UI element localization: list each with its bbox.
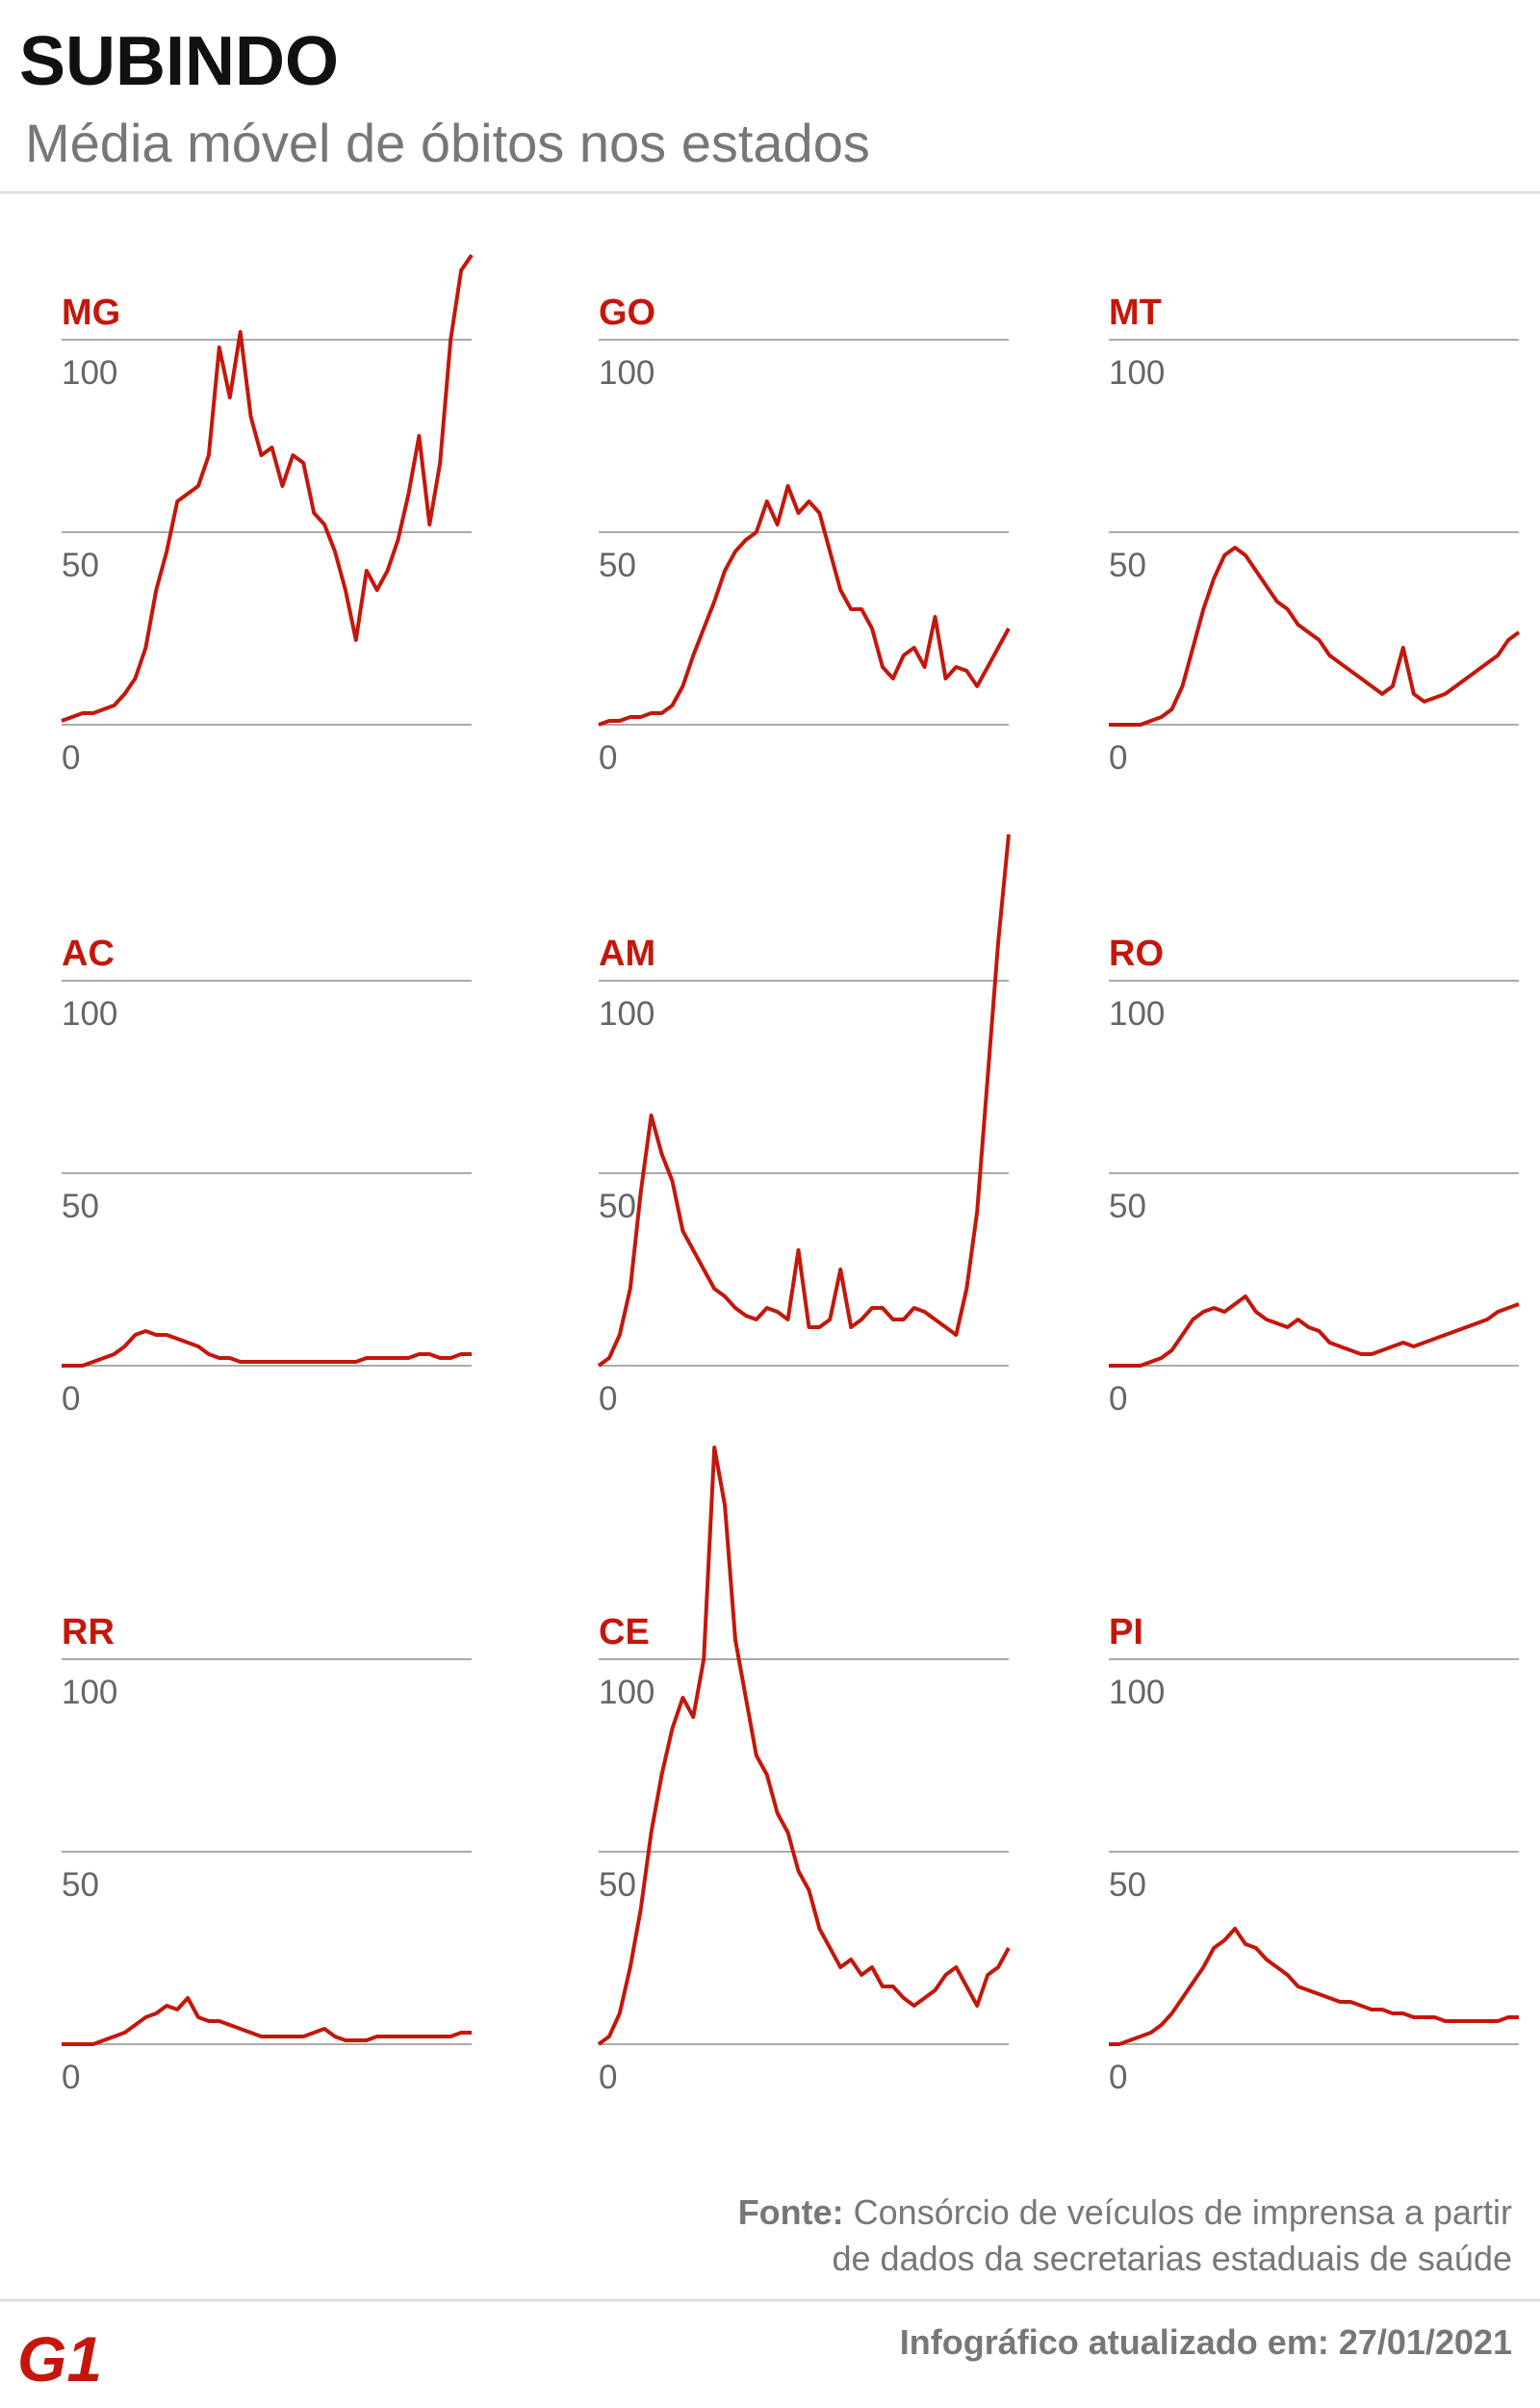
y-tick-label: 50 (62, 1866, 99, 1904)
y-tick-label: 50 (1109, 1188, 1146, 1225)
panel-title: GO (599, 293, 655, 333)
line (597, 1446, 1011, 2046)
y-tick-label: 100 (62, 995, 117, 1033)
line (1109, 1294, 1520, 1368)
line (1109, 1927, 1519, 2046)
source-label: Fonte: (738, 2192, 844, 2232)
line (598, 484, 1011, 727)
y-tick-label: 0 (62, 2059, 80, 2096)
y-tick-label: 100 (62, 1674, 117, 1711)
line (1109, 546, 1521, 727)
panel-title: MT (1109, 293, 1162, 333)
line (61, 253, 474, 723)
y-tick-label: 0 (599, 739, 617, 777)
y-tick-label: 50 (62, 547, 99, 584)
panel-title: CE (599, 1612, 650, 1652)
panel-title: MG (62, 293, 120, 333)
y-tick-label: 50 (599, 1188, 636, 1225)
panel-title: AM (599, 934, 655, 974)
y-tick-label: 100 (599, 354, 654, 392)
y-tick-label: 0 (62, 1380, 80, 1418)
panel-title: AC (62, 934, 115, 974)
y-tick-label: 0 (1109, 739, 1127, 777)
y-tick-label: 50 (1109, 547, 1146, 584)
line (597, 833, 1011, 1368)
y-tick-label: 0 (599, 1380, 617, 1418)
y-tick-label: 100 (599, 1674, 654, 1711)
y-tick-label: 100 (62, 354, 117, 392)
panel-title: RO (1109, 934, 1164, 974)
y-tick-label: 50 (599, 1866, 636, 1904)
y-tick-label: 50 (62, 1188, 99, 1225)
y-tick-label: 50 (1109, 1866, 1146, 1904)
y-tick-label: 100 (1109, 1674, 1165, 1711)
y-tick-label: 50 (599, 547, 636, 584)
y-tick-label: 100 (599, 995, 654, 1033)
subtitle: Média móvel de óbitos nos estados (25, 113, 870, 173)
charts: 0 50 100 MG 0 50 100 GO 0 50 100 MT 0 50 100 AC 0 50 100 AM… (61, 253, 1521, 2096)
line (62, 1329, 472, 1368)
logo: G1 (17, 2323, 102, 2395)
line (62, 1996, 472, 2046)
panel-title: PI (1109, 1612, 1143, 1652)
title: SUBINDO (19, 23, 339, 100)
updated: Infográfico atualizado em: 27/01/2021 (900, 2322, 1512, 2362)
source-line: Fonte: Consórcio de veículos de imprensa … (738, 2192, 1512, 2232)
source-text: Consórcio de veículos de imprensa a part… (854, 2192, 1512, 2232)
y-tick-label: 100 (1109, 995, 1165, 1033)
y-tick-label: 0 (599, 2059, 617, 2096)
y-tick-label: 0 (1109, 1380, 1127, 1418)
y-tick-label: 0 (62, 739, 80, 777)
y-tick-label: 100 (1109, 354, 1165, 392)
y-tick-label: 0 (1109, 2059, 1127, 2096)
source-text: de dados da secretarias estaduais de saú… (833, 2239, 1512, 2278)
panel-title: RR (62, 1612, 115, 1652)
